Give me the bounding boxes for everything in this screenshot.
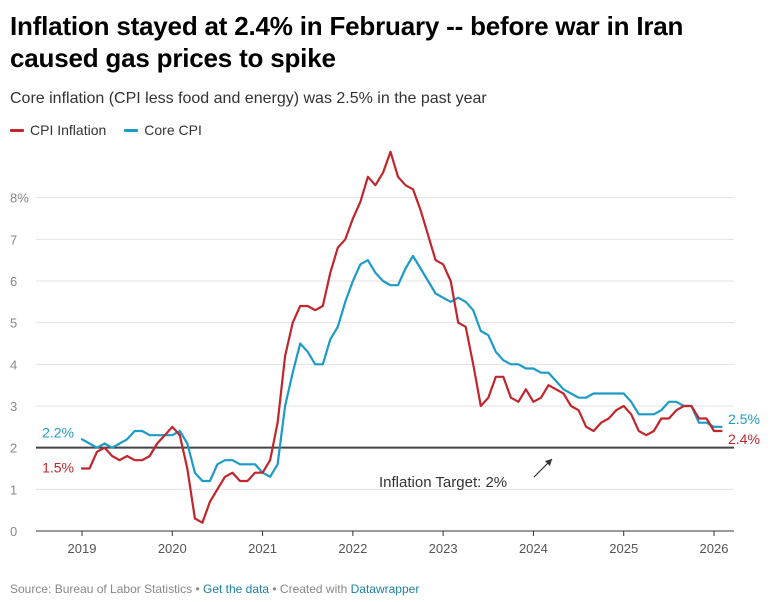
legend: CPI Inflation Core CPI [10, 122, 202, 138]
x-tick-label: 2025 [609, 541, 638, 556]
y-tick-label: 7 [10, 232, 17, 247]
footer: Source: Bureau of Labor Statistics • Get… [10, 582, 419, 596]
core-cpi-line [80, 254, 723, 483]
x-tick-label: 2021 [248, 541, 277, 556]
legend-swatch-core [124, 128, 139, 132]
get-data-link[interactable]: Get the data [202, 582, 270, 596]
legend-item-cpi: CPI Inflation [10, 122, 106, 138]
y-tick-label: 6 [10, 274, 17, 289]
core-start-label: 2.2% [42, 424, 74, 440]
cpi-end-label: 2.4% [728, 431, 760, 447]
footer-source: Source: Bureau of Labor Statistics [10, 582, 193, 596]
x-tick-label: 2026 [700, 541, 729, 556]
y-tick-label: 3 [10, 399, 17, 414]
y-tick-label: 4 [10, 357, 17, 372]
y-tick-label: 1 [10, 482, 17, 497]
legend-label-core: Core CPI [144, 122, 202, 138]
chart-subtitle: Core inflation (CPI less food and energy… [10, 90, 487, 107]
target-arrowhead [545, 459, 552, 466]
footer-created-with: • Created with [269, 582, 351, 596]
datawrapper-link[interactable]: Datawrapper [350, 582, 420, 596]
chart-title: Inflation stayed at 2.4% in February -- … [10, 11, 684, 73]
cpi-inflation-line [80, 150, 723, 524]
x-tick-label: 2022 [338, 541, 367, 556]
x-tick-label: 2023 [429, 541, 458, 556]
footer-separator: • [192, 582, 203, 596]
legend-item-core: Core CPI [124, 122, 202, 138]
target-label: Inflation Target: 2% [379, 474, 507, 491]
y-tick-label: 5 [10, 316, 17, 331]
x-tick-label: 2020 [158, 541, 187, 556]
x-tick-label: 2019 [68, 541, 97, 556]
y-tick-label: 2 [10, 441, 17, 456]
core-end-label: 2.5% [728, 411, 760, 427]
y-tick-label: 0 [10, 524, 17, 539]
legend-swatch-cpi [10, 128, 24, 132]
cpi-start-label: 1.5% [42, 460, 74, 476]
legend-label-cpi: CPI Inflation [30, 122, 107, 138]
y-tick-label: 8% [10, 191, 29, 206]
x-tick-label: 2024 [519, 541, 548, 556]
